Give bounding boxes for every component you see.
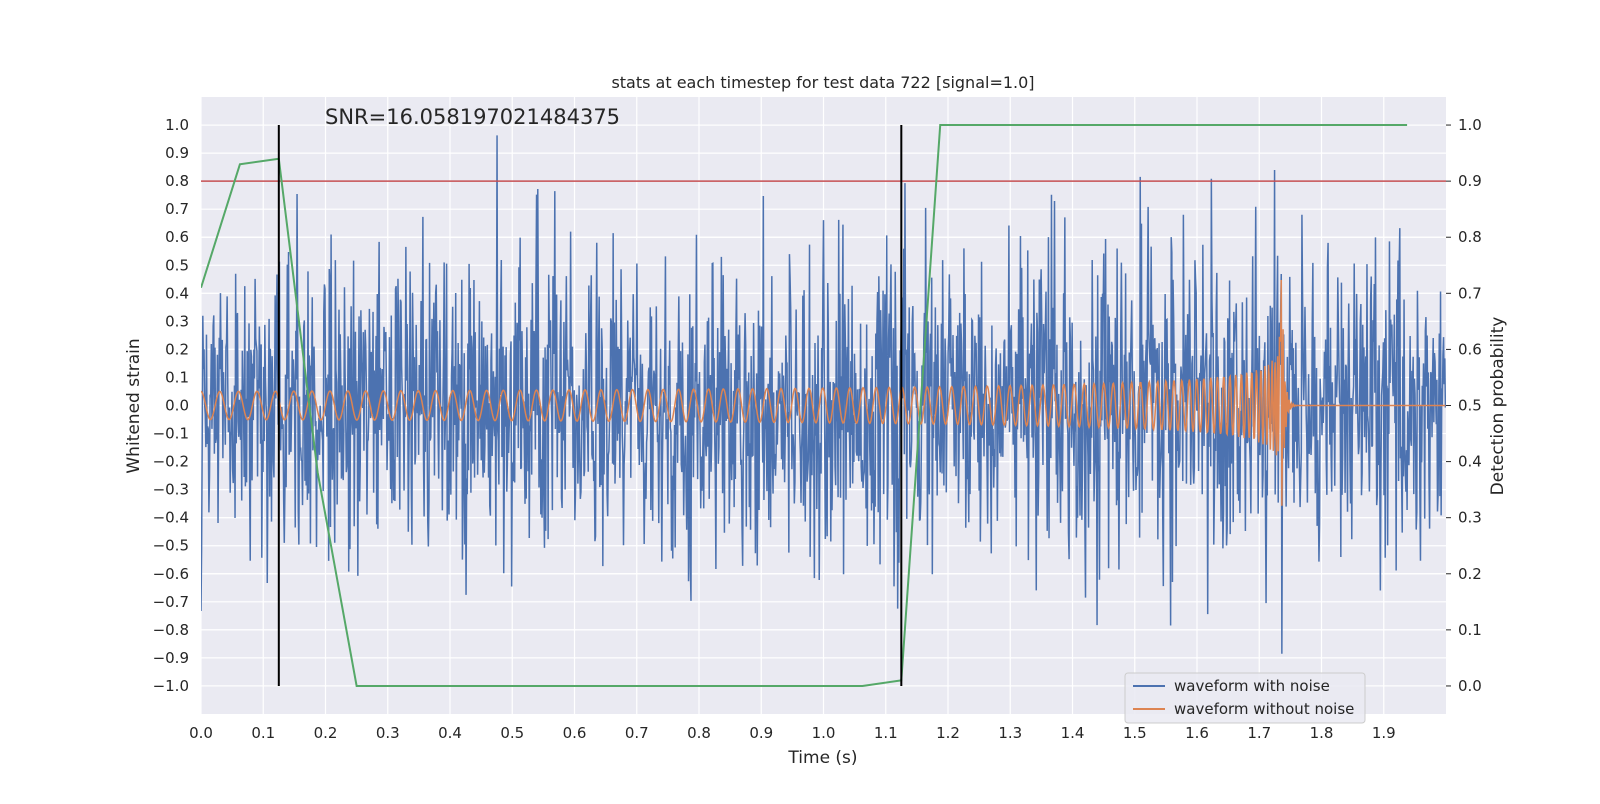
- y-left-tick-label: −0.9: [153, 649, 189, 667]
- x-tick-label: 0.5: [500, 724, 524, 742]
- y-left-tick-label: −0.8: [153, 621, 189, 639]
- x-tick-label: 1.9: [1372, 724, 1396, 742]
- legend-box: [1124, 672, 1366, 724]
- y-left-tick-label: 0.6: [165, 228, 189, 246]
- y-left-tick-label: 0.5: [165, 256, 189, 274]
- x-tick-label: 1.1: [874, 724, 898, 742]
- y-left-tick-label: 0.9: [165, 144, 189, 162]
- x-tick-label: 0.2: [314, 724, 338, 742]
- x-tick-label: 0.9: [749, 724, 773, 742]
- series-waveform-without-noise: [201, 279, 1446, 506]
- y-left-tick-label: −0.3: [153, 481, 189, 499]
- series-detection-probability: [201, 124, 1408, 687]
- y-right-tick-label: 0.6: [1458, 340, 1482, 358]
- y-left-tick-label: 0.4: [165, 284, 189, 302]
- y-axis-right-label: Detection probability: [1488, 317, 1508, 496]
- x-tick-label: 0.8: [687, 724, 711, 742]
- x-tick-label: 0.1: [251, 724, 275, 742]
- legend: waveform with noise waveform without noi…: [1124, 672, 1366, 724]
- y-right-tick-label: 0.9: [1458, 172, 1482, 190]
- y-left-tick-label: −0.5: [153, 537, 189, 555]
- x-tick-label: 0.0: [189, 724, 213, 742]
- y-right-tick-label: 0.1: [1458, 621, 1482, 639]
- y-right-tick-label: 0.2: [1458, 565, 1482, 583]
- y-left-tick-label: −0.7: [153, 593, 189, 611]
- y-left-tick-label: −0.1: [153, 425, 189, 443]
- y-right-tick-label: 0.8: [1458, 228, 1482, 246]
- y-right-tick-label: 0.0: [1458, 677, 1482, 695]
- x-tick-label: 0.3: [376, 724, 400, 742]
- x-tick-label: 1.4: [1061, 724, 1085, 742]
- x-axis-label: Time (s): [787, 748, 857, 768]
- y-left-tick-label: 0.7: [165, 200, 189, 218]
- y-right-tick-label: 0.4: [1458, 453, 1482, 471]
- y-right-tick-label: 0.7: [1458, 284, 1482, 302]
- x-tick-label: 1.8: [1310, 724, 1334, 742]
- y-left-tick-label: −0.2: [153, 453, 189, 471]
- y-axis-left-label: Whitened strain: [124, 338, 144, 473]
- x-tick-label: 1.7: [1247, 724, 1271, 742]
- y-left-tick-label: 0.8: [165, 172, 189, 190]
- chart-title: stats at each timestep for test data 722…: [611, 73, 1034, 92]
- y-left-tick-label: 0.3: [165, 312, 189, 330]
- axes: 0.0 0.1 0.2 0.3 0.4 0.5 0.6 0.7 0.8 0.9 1.0 1.1 1.2 1…: [153, 116, 1482, 742]
- x-tick-label: 0.4: [438, 724, 462, 742]
- y-right-tick-label: 0.5: [1458, 397, 1482, 415]
- y-right-tick-label: 1.0: [1458, 116, 1482, 134]
- y-left-tick-label: −0.4: [153, 509, 189, 527]
- y-left-tick-label: −1.0: [153, 677, 189, 695]
- x-tick-label: 0.6: [563, 724, 587, 742]
- y-left-tick-label: 0.2: [165, 340, 189, 358]
- y-right-tick-label: 0.3: [1458, 509, 1482, 527]
- y-left-tick-label: 1.0: [165, 116, 189, 134]
- snr-annotation: SNR=16.058197021484375: [325, 105, 620, 129]
- x-tick-label: 1.6: [1185, 724, 1209, 742]
- legend-label-clean: waveform without noise: [1174, 700, 1354, 718]
- x-tick-label: 0.7: [625, 724, 649, 742]
- x-tick-label: 1.3: [998, 724, 1022, 742]
- plot-content: [201, 124, 1446, 687]
- legend-label-noise: waveform with noise: [1174, 677, 1330, 695]
- y-left-tick-label: −0.6: [153, 565, 189, 583]
- y-left-tick-label: 0.1: [165, 368, 189, 386]
- x-tick-label: 1.5: [1123, 724, 1147, 742]
- x-tick-label: 1.2: [936, 724, 960, 742]
- y-left-tick-label: 0.0: [165, 397, 189, 415]
- x-tick-label: 1.0: [812, 724, 836, 742]
